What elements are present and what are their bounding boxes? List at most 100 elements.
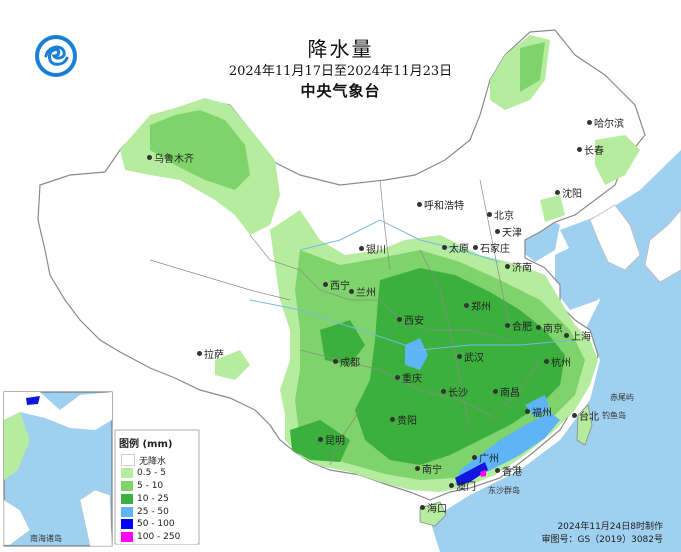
place-label: 赤尾屿 xyxy=(610,393,634,402)
legend-swatch xyxy=(121,493,133,504)
city-dot xyxy=(441,389,446,394)
yellow-sea xyxy=(555,240,605,310)
city-dot xyxy=(417,202,422,207)
city-label: 贵阳 xyxy=(397,416,417,427)
city-label: 南京 xyxy=(543,324,563,335)
city-dot xyxy=(495,468,500,473)
legend-title: 图例 (mm) xyxy=(119,439,173,450)
agency-name: 中央气象台 xyxy=(300,82,381,100)
city-label: 哈尔滨 xyxy=(594,119,624,130)
legend-label: 10 - 25 xyxy=(137,493,169,504)
city-label: 香港 xyxy=(502,467,522,478)
city-dot xyxy=(318,437,323,442)
legend-item: 5 - 10 xyxy=(117,480,197,493)
place-label: 钓鱼岛 xyxy=(602,411,626,420)
city-dot xyxy=(473,245,478,250)
city-label: 成都 xyxy=(340,358,360,369)
legend-swatch xyxy=(121,480,133,491)
city-label: 石家庄 xyxy=(480,244,510,255)
city-dot xyxy=(415,466,420,471)
city-dot xyxy=(577,147,582,152)
city-dot xyxy=(395,375,400,380)
city-label: 济南 xyxy=(512,263,532,274)
city-dot xyxy=(333,359,338,364)
legend-label: 100 - 250 xyxy=(137,532,181,543)
city-label: 拉萨 xyxy=(204,350,224,361)
legend-label: 5 - 10 xyxy=(137,480,164,491)
japan xyxy=(644,209,681,283)
city-dot xyxy=(323,282,328,287)
city-label: 重庆 xyxy=(402,374,422,385)
city-label: 台北 xyxy=(579,412,599,423)
date-range: 2024年11月17日至2024年11月23日 xyxy=(228,64,453,79)
city-dot xyxy=(487,212,492,217)
city-dot xyxy=(505,323,510,328)
city-label: 乌鲁木齐 xyxy=(154,154,194,165)
legend-item: 无降水 xyxy=(117,454,197,467)
city-dot xyxy=(587,120,592,125)
city-label: 沈阳 xyxy=(562,189,582,200)
city-dot xyxy=(544,359,549,364)
city-label: 杭州 xyxy=(551,358,571,369)
city-dot xyxy=(197,351,202,356)
city-label: 西安 xyxy=(404,316,424,327)
legend-swatch xyxy=(121,532,133,543)
city-label: 武汉 xyxy=(464,353,484,364)
city-dot xyxy=(397,317,402,322)
city-dot xyxy=(390,417,395,422)
city-dot xyxy=(493,389,498,394)
legend-item: 50 - 100 xyxy=(117,518,197,531)
map-approval-number: 审图号：GS（2019）3082号 xyxy=(541,535,664,545)
city-dot xyxy=(449,483,454,488)
city-dot xyxy=(572,413,577,418)
city-label: 郑州 xyxy=(471,302,491,313)
city-label: 上海 xyxy=(571,332,591,343)
south-china-sea-inset xyxy=(3,391,113,547)
inset-label: 南海诸岛 xyxy=(30,534,62,543)
legend-swatch xyxy=(121,506,133,517)
legend-item: 0.5 - 5 xyxy=(117,467,197,480)
city-dot xyxy=(464,303,469,308)
cma-logo-icon xyxy=(35,35,77,77)
city-dot xyxy=(359,246,364,251)
city-label: 银川 xyxy=(366,245,386,256)
city-label: 太原 xyxy=(449,244,469,255)
city-label: 天津 xyxy=(502,228,522,239)
city-dot xyxy=(564,333,569,338)
legend-label: 50 - 100 xyxy=(137,519,175,530)
city-dot xyxy=(457,354,462,359)
legend-swatch xyxy=(121,519,133,530)
city-dot xyxy=(495,229,500,234)
city-label: 兰州 xyxy=(356,288,376,299)
legend-item: 10 - 25 xyxy=(117,492,197,505)
city-label: 福州 xyxy=(532,408,552,419)
city-label: 昆明 xyxy=(325,436,345,447)
legend-item: 100 - 250 xyxy=(117,531,197,544)
city-label: 西宁 xyxy=(330,281,350,292)
precip-100-250-zone xyxy=(480,470,486,477)
city-label: 北京 xyxy=(494,211,514,222)
city-label: 南昌 xyxy=(500,388,520,399)
legend-swatch xyxy=(121,454,135,467)
city-label: 海口 xyxy=(427,504,447,515)
city-dot xyxy=(536,325,541,330)
legend-label: 25 - 50 xyxy=(137,506,169,517)
korea xyxy=(589,204,641,271)
city-dot xyxy=(505,264,510,269)
city-dot xyxy=(420,505,425,510)
city-label: 澳门 xyxy=(456,482,476,493)
legend-swatch xyxy=(121,468,133,479)
legend-label: 0.5 - 5 xyxy=(137,468,167,479)
city-label: 广州 xyxy=(479,454,499,465)
city-label: 合肥 xyxy=(512,322,532,333)
city-label: 长春 xyxy=(584,146,604,157)
production-time: 2024年11月24日8时制作 xyxy=(557,522,663,532)
city-dot xyxy=(472,455,477,460)
rivers xyxy=(249,219,576,351)
map-title: 降水量 xyxy=(307,37,374,61)
hainan-island xyxy=(419,501,447,527)
city-label: 呼和浩特 xyxy=(424,201,464,212)
